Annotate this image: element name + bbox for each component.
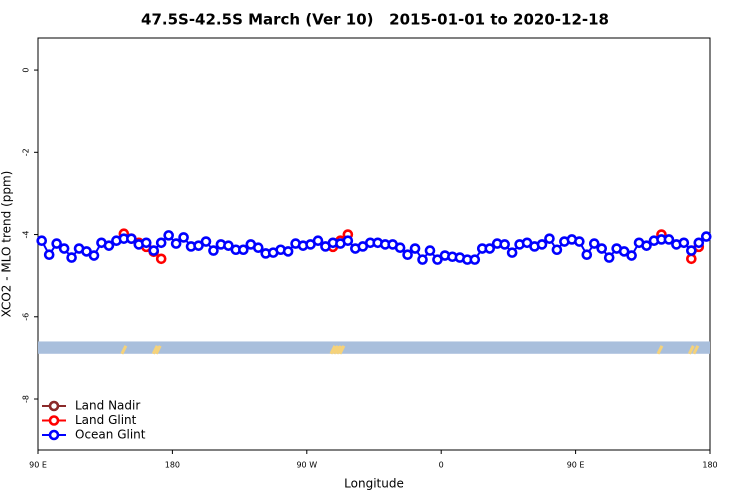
x-axis-label: Longitude [344,477,404,491]
data-point [484,243,496,254]
coverage-mark [692,345,700,355]
y-axis-label: XCO2 - MLO trend (ppm) [0,171,14,318]
data-point [81,246,92,257]
x-tick-label: 0 [439,461,444,470]
data-point [581,249,593,260]
data-point [603,252,615,263]
x-tick-label: 90 W [296,461,317,470]
data-point [238,244,249,256]
coverage-mark [329,345,337,355]
coverage-band [38,341,710,354]
data-point [282,246,294,257]
x-tick-label: 90 E [567,461,585,470]
data-point [663,234,675,245]
data-point [155,253,167,265]
x-tick-label: 180 [702,461,717,470]
chart-title: 47.5S-42.5S March (Ver 10) 2015-01-01 to… [141,11,609,29]
coverage-mark [687,345,695,355]
legend-label: Land Nadir [75,399,140,413]
data-point [88,250,100,261]
data-point [43,249,55,260]
data-point [140,237,152,249]
y-tick-label: -8 [22,395,31,403]
legend-label: Ocean Glint [75,428,146,442]
x-tick-label: 90 E [29,461,47,470]
data-point [170,238,182,249]
legend-marker [48,429,60,441]
data-point [618,246,630,257]
data-point [499,239,510,250]
data-point [506,247,518,258]
data-point [342,235,354,247]
data-point [36,235,48,247]
y-tick-label: -2 [22,148,31,156]
data-point [700,231,712,242]
data-point [163,230,174,241]
coverage-mark [120,345,128,355]
data-point [103,240,115,251]
data-point [312,235,324,247]
coverage-mark [151,345,159,355]
data-point [626,250,637,261]
data-point [252,242,264,254]
y-tick-label: 0 [22,68,31,73]
data-point [432,254,443,265]
data-point [641,240,652,251]
data-point [551,244,563,256]
data-point [686,253,697,265]
data-point [208,245,219,256]
data-point [193,240,204,251]
data-point [417,254,428,265]
coverage-mark [656,345,664,355]
data-point [148,245,160,256]
data-point [588,238,600,249]
x-tick-label: 180 [165,461,180,470]
data-point [223,240,234,251]
data-point [126,233,137,244]
data-point [693,237,705,249]
data-point [394,242,406,254]
data-point [58,243,70,254]
y-tick-label: -6 [22,313,31,321]
data-point [51,238,62,249]
data-point [544,233,555,244]
data-point [536,239,548,250]
legend-marker [48,400,60,412]
data-point [402,249,413,260]
coverage-mark [338,345,346,355]
data-point [686,245,697,256]
coverage-mark [335,345,343,355]
data-point [469,254,481,265]
data-point [409,243,421,254]
data-point [155,237,167,249]
coverage-mark [154,345,162,355]
legend-marker [48,415,60,426]
data-point [596,243,608,254]
data-point [66,252,77,263]
y-tick-label: -4 [22,231,31,239]
coverage-mark [332,345,340,355]
data-point [574,236,585,247]
data-point [178,232,189,243]
data-point [200,236,212,247]
data-point [424,245,436,256]
data-point [678,237,690,249]
legend-label: Land Glint [75,413,137,427]
